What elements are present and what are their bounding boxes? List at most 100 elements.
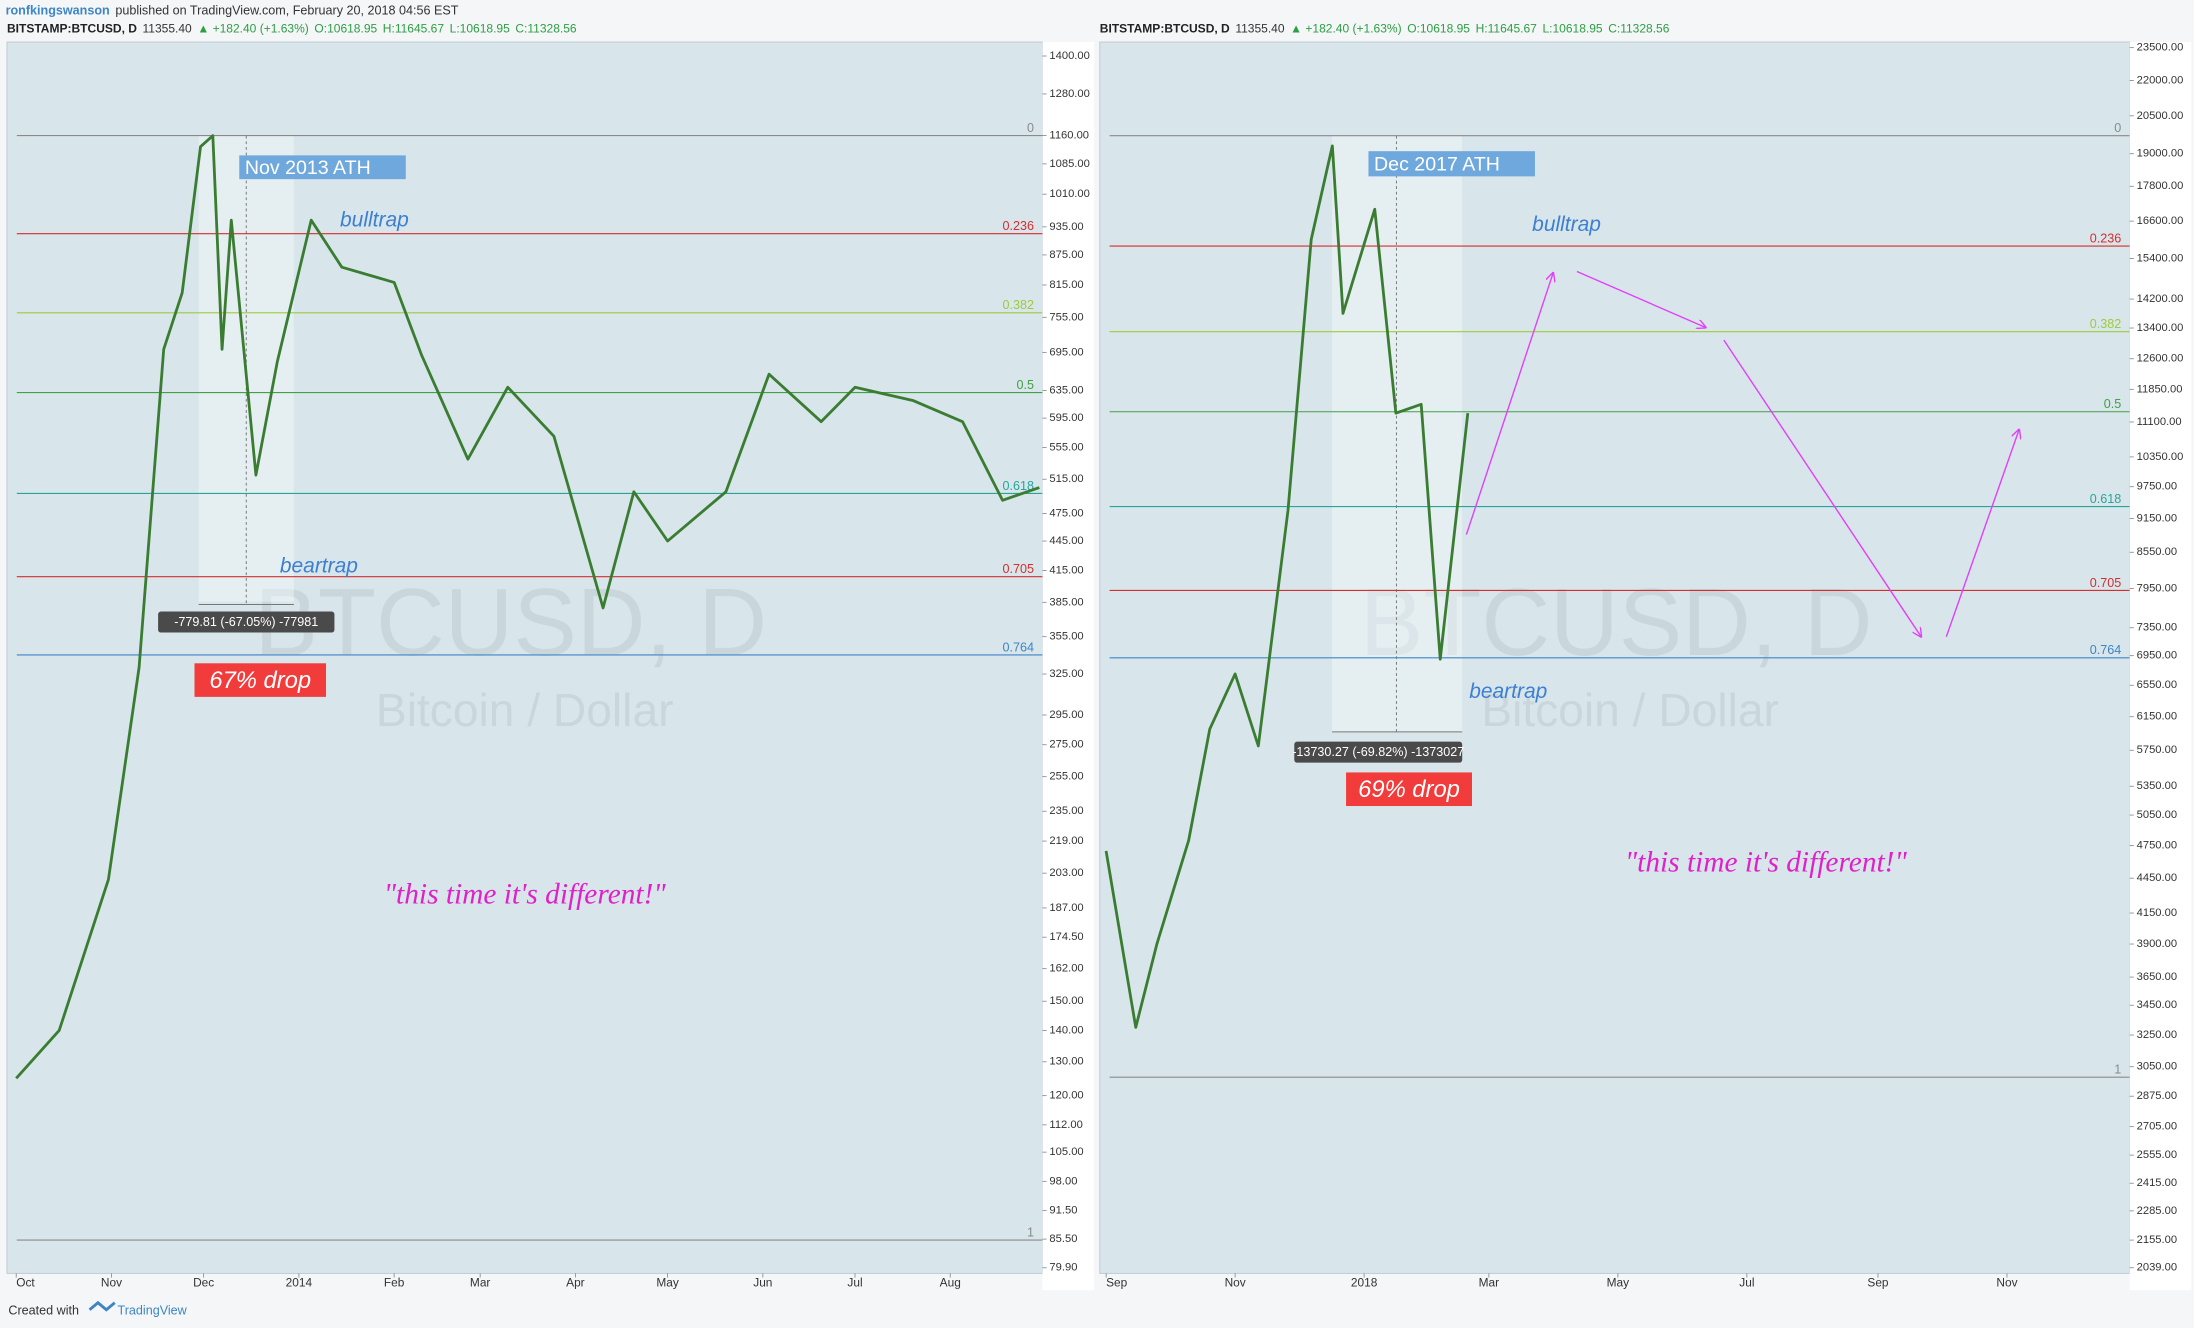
price-line: [15, 134, 1040, 1080]
y-tick-label: 5350.00: [2137, 780, 2177, 792]
fib-label: 0.764: [1003, 640, 1034, 654]
y-tick-label: 2555.00: [2137, 1149, 2177, 1161]
fib-label: 0.764: [2090, 643, 2121, 657]
x-tick-label: Jul: [1739, 1275, 1754, 1289]
publish-line: ronfkingswanson published on TradingView.…: [6, 4, 459, 18]
fib-label: 0.5: [2104, 397, 2122, 411]
x-tick-label: 2014: [286, 1275, 313, 1289]
fib-label: 1: [2114, 1062, 2121, 1076]
y-tick-label: 120.00: [1049, 1090, 1083, 1102]
fib-label: 0.236: [2090, 231, 2121, 245]
y-tick-label: 415.00: [1049, 565, 1083, 577]
y-tick-label: 17800.00: [2137, 180, 2184, 192]
x-tick-label: Nov: [1225, 1275, 1246, 1289]
fib-label: 0.618: [2090, 492, 2121, 506]
quote: "this time it's different!": [384, 879, 667, 911]
header-close: C:11328.56: [1608, 22, 1670, 36]
drop-box: [1346, 772, 1472, 807]
measure-label: -13730.27 (-69.82%) -1373027: [1292, 745, 1464, 759]
x-tick-label: Aug: [940, 1275, 961, 1289]
y-tick-label: 695.00: [1049, 346, 1083, 358]
y-tick-label: 140.00: [1049, 1024, 1083, 1036]
y-tick-label: 255.00: [1049, 771, 1083, 783]
y-tick-label: 1085.00: [1049, 158, 1089, 170]
y-tick-label: 15400.00: [2137, 253, 2184, 265]
bulltrap-label: bulltrap: [1532, 213, 1601, 236]
footer-created: Created with: [8, 1303, 79, 1317]
x-tick-label: Mar: [470, 1275, 490, 1289]
symbol-header: BITSTAMP:BTCUSD, D 11355.40 ▲ +182.40 (+1.…: [1100, 22, 1670, 36]
fib-label: 1: [1027, 1225, 1034, 1239]
header-change: ▲ +182.40 (+1.63%): [197, 22, 308, 36]
y-tick-label: 105.00: [1049, 1146, 1083, 1158]
ath-box: [239, 155, 406, 180]
measure-box: [158, 611, 335, 633]
y-tick-label: 6550.00: [2137, 679, 2177, 691]
fib-label: 0.382: [2090, 317, 2121, 331]
y-tick-label: 8550.00: [2137, 546, 2177, 558]
y-tick-label: 2705.00: [2137, 1121, 2177, 1133]
x-tick-label: Nov: [1996, 1275, 2017, 1289]
fib-label: 0.382: [1003, 298, 1034, 312]
header-open: O:10618.95: [314, 22, 377, 36]
x-tick-label: Dec: [193, 1275, 214, 1289]
ath-box: [1368, 151, 1535, 177]
measure-box: [1294, 741, 1463, 763]
arrow: [1723, 339, 1921, 637]
y-tick-label: 4150.00: [2137, 907, 2177, 919]
y-tick-label: 10350.00: [2137, 451, 2184, 463]
y-tick-label: 2155.00: [2137, 1234, 2177, 1246]
y-tick-label: 5050.00: [2137, 809, 2177, 821]
y-tick-label: 6150.00: [2137, 711, 2177, 723]
y-tick-label: 7350.00: [2137, 622, 2177, 634]
fib-label: 0.705: [2090, 576, 2121, 590]
x-tick-label: Nov: [101, 1275, 122, 1289]
y-tick-label: 22000.00: [2137, 75, 2184, 87]
header-change: ▲ +182.40 (+1.63%): [1290, 22, 1401, 36]
y-tick-label: 85.50: [1049, 1233, 1077, 1245]
x-tick-label: Oct: [16, 1275, 35, 1289]
y-tick-label: 755.00: [1049, 311, 1083, 323]
logo: [88, 1300, 116, 1312]
y-tick-label: 112.00: [1049, 1119, 1082, 1131]
price-line: [1104, 144, 1470, 1029]
y-tick-label: 11100.00: [2137, 416, 2182, 428]
arrow: [1576, 270, 1706, 328]
symbol-header: BITSTAMP:BTCUSD, D 11355.40 ▲ +182.40 (+1.…: [7, 22, 577, 36]
y-tick-label: 23500.00: [2137, 42, 2184, 54]
ath-label: Dec 2017 ATH: [1374, 153, 1500, 175]
y-tick-label: 203.00: [1049, 867, 1083, 879]
y-tick-label: 3450.00: [2137, 999, 2177, 1011]
user[interactable]: ronfkingswanson: [6, 4, 110, 18]
footer-brand[interactable]: TradingView: [118, 1303, 188, 1317]
x-tick-label: Feb: [384, 1275, 405, 1289]
header-last: 11355.40: [143, 22, 193, 36]
y-tick-label: 385.00: [1049, 596, 1083, 608]
header-symbol: BITSTAMP:BTCUSD, D: [1100, 22, 1230, 36]
y-tick-label: 445.00: [1049, 535, 1083, 547]
watermark-sub: Bitcoin / Dollar: [376, 684, 674, 736]
x-tick-label: Sep: [1106, 1275, 1128, 1289]
arrow: [1465, 273, 1553, 535]
header-symbol: BITSTAMP:BTCUSD, D: [7, 22, 137, 36]
y-tick-label: 12600.00: [2137, 353, 2184, 365]
fib-label: 0.618: [1003, 479, 1034, 493]
y-tick-label: 2415.00: [2137, 1177, 2177, 1189]
header-high: H:11645.67: [383, 22, 445, 36]
y-tick-label: 325.00: [1049, 668, 1083, 680]
x-tick-label: 2018: [1351, 1275, 1378, 1289]
fib-label: 0: [1027, 121, 1034, 135]
y-tick-label: 219.00: [1049, 835, 1083, 847]
y-tick-label: 875.00: [1049, 249, 1083, 261]
y-tick-label: 3900.00: [2137, 938, 2177, 950]
y-tick-label: 6950.00: [2137, 650, 2177, 662]
header-high: H:11645.67: [1476, 22, 1538, 36]
y-tick-label: 815.00: [1049, 279, 1083, 291]
quote: "this time it's different!": [1625, 847, 1908, 879]
beartrap-label: beartrap: [280, 554, 358, 577]
y-tick-label: 235.00: [1049, 805, 1083, 817]
y-tick-label: 515.00: [1049, 473, 1083, 485]
y-tick-label: 4750.00: [2137, 840, 2177, 852]
chart-panel: BITSTAMP:BTCUSD, D 11355.40 ▲ +182.40 (+1.…: [1099, 22, 2192, 1291]
